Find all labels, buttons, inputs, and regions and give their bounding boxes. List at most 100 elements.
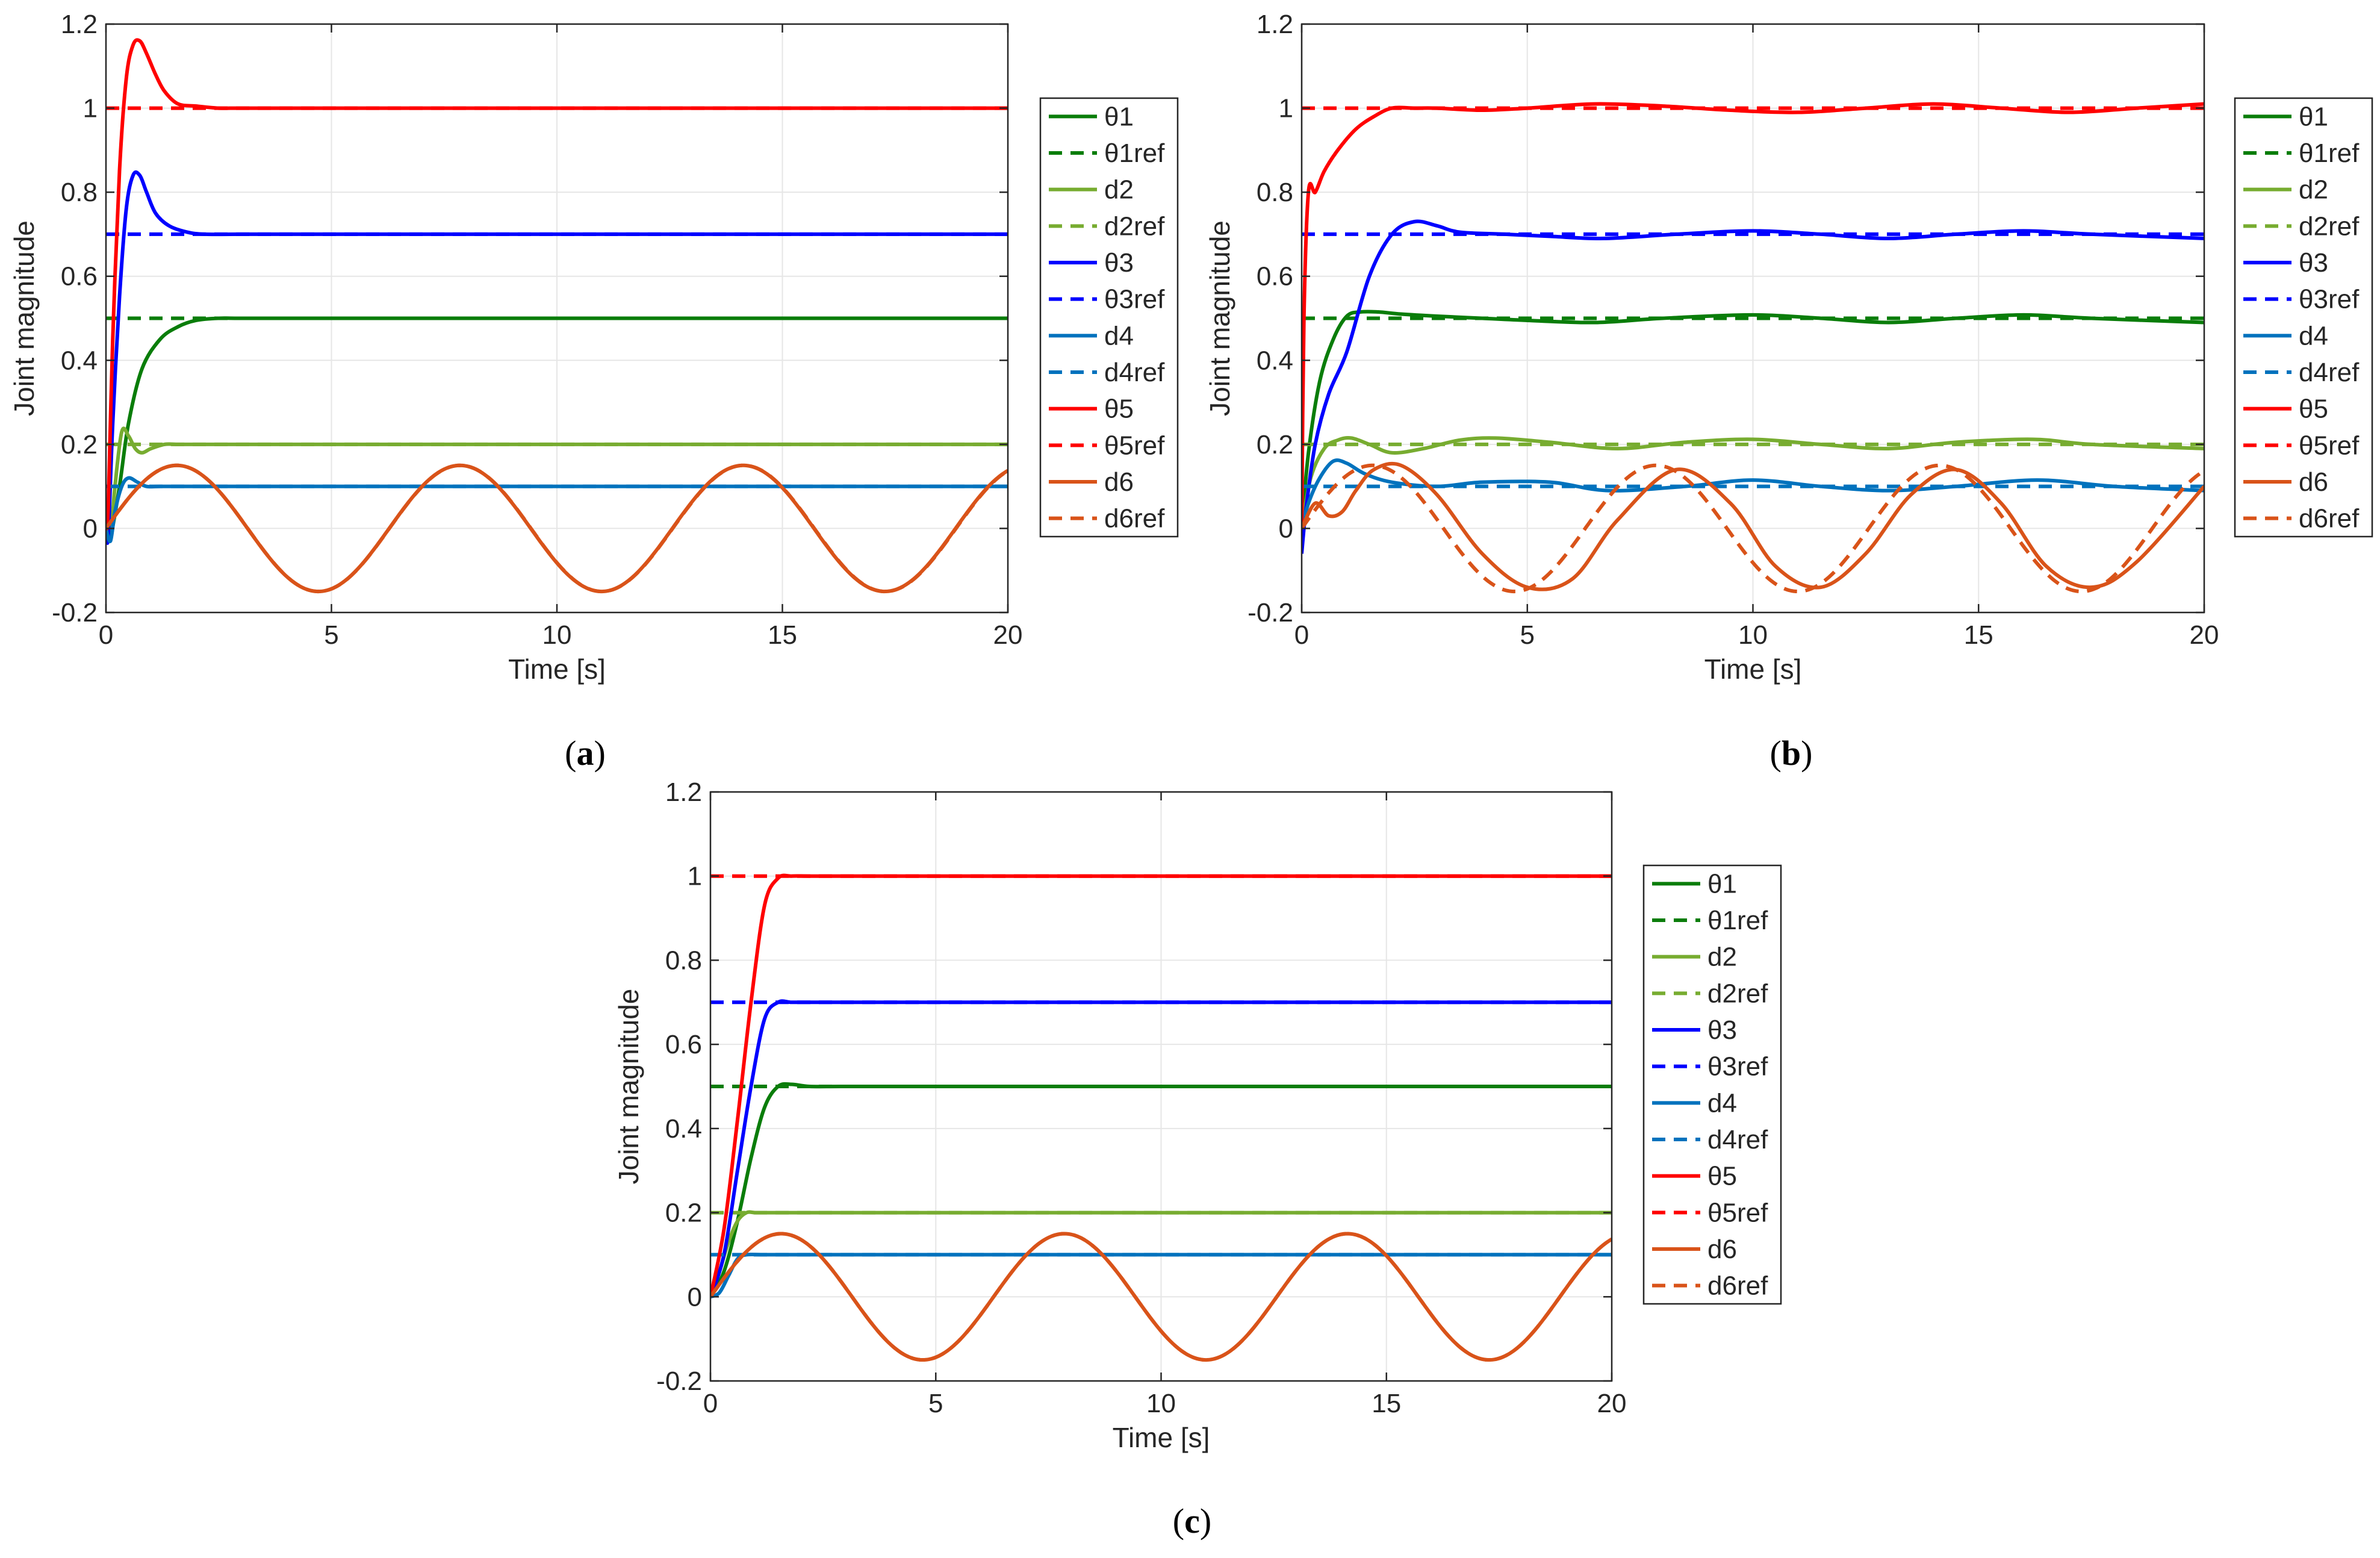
y-tick-label: 0.6 bbox=[61, 262, 98, 291]
legend-label: θ1ref bbox=[2299, 139, 2360, 168]
legend-label: d4ref bbox=[1104, 358, 1165, 387]
legend-label: θ5 bbox=[1104, 394, 1134, 424]
series-line-θ1 bbox=[1302, 310, 2204, 529]
y-tick-label: 0.2 bbox=[665, 1198, 702, 1228]
x-tick-label: 0 bbox=[703, 1389, 718, 1418]
legend-label: d4 bbox=[1707, 1088, 1737, 1118]
x-tick-label: 20 bbox=[993, 620, 1023, 650]
y-tick-label: -0.2 bbox=[52, 598, 98, 628]
y-axis-title: Joint magnitude bbox=[613, 989, 644, 1185]
legend-label: θ3ref bbox=[1104, 285, 1165, 314]
legend-label: d2 bbox=[2299, 175, 2328, 205]
y-tick-label: -0.2 bbox=[1247, 598, 1293, 628]
y-tick-label: 1.2 bbox=[665, 777, 702, 807]
x-tick-label: 10 bbox=[1738, 620, 1768, 650]
legend-label: θ5ref bbox=[1707, 1198, 1768, 1227]
y-tick-label: 1 bbox=[688, 862, 702, 891]
y-tick-label: 0 bbox=[1279, 514, 1293, 543]
y-tick-label: 1 bbox=[1279, 94, 1293, 123]
legend-label: d2ref bbox=[1104, 211, 1165, 241]
y-tick-label: 0.8 bbox=[665, 946, 702, 975]
legend-label: θ1ref bbox=[1104, 139, 1165, 168]
y-tick-label: 0.8 bbox=[1257, 178, 1293, 207]
legend-label: θ3ref bbox=[2299, 285, 2360, 314]
y-tick-label: 1 bbox=[83, 94, 98, 123]
x-tick-label: 20 bbox=[1597, 1389, 1627, 1418]
x-tick-label: 5 bbox=[324, 620, 338, 650]
legend-label: θ5ref bbox=[2299, 431, 2360, 460]
legend-label: d6ref bbox=[1104, 504, 1165, 534]
x-axis-title: Time [s] bbox=[1113, 1422, 1210, 1453]
x-tick-label: 15 bbox=[1372, 1389, 1401, 1418]
legend-label: d2ref bbox=[2299, 211, 2360, 241]
y-tick-label: 0 bbox=[688, 1282, 702, 1312]
series-line-d6 bbox=[1302, 461, 2204, 591]
series-line-d6ref bbox=[106, 463, 1008, 594]
legend-label: d2ref bbox=[1707, 979, 1768, 1008]
legend-label: d2 bbox=[1707, 943, 1737, 972]
x-tick-label: 5 bbox=[928, 1389, 943, 1418]
x-axis-title: Time [s] bbox=[1704, 653, 1802, 685]
y-tick-label: -0.2 bbox=[656, 1366, 702, 1396]
series-line-d2 bbox=[1302, 436, 2204, 529]
x-tick-label: 20 bbox=[2190, 620, 2219, 650]
series-line-d6ref bbox=[1302, 463, 2204, 594]
subfigure-caption: (b) bbox=[1770, 734, 1813, 773]
legend-label: d6 bbox=[1707, 1235, 1737, 1264]
y-tick-label: 0.4 bbox=[665, 1114, 702, 1144]
legend-label: d6 bbox=[1104, 467, 1134, 497]
legend-label: d2 bbox=[1104, 175, 1134, 205]
legend-label: θ1 bbox=[1104, 102, 1134, 131]
legend-box bbox=[1642, 864, 1782, 1305]
legend-label: θ3 bbox=[1707, 1015, 1737, 1045]
y-tick-label: 0.8 bbox=[61, 178, 98, 207]
legend-label: d4 bbox=[1104, 321, 1134, 351]
x-tick-label: 0 bbox=[99, 620, 113, 650]
y-tick-label: 0.6 bbox=[1257, 262, 1293, 291]
x-tick-label: 10 bbox=[542, 620, 572, 650]
legend-label: d4ref bbox=[1707, 1125, 1768, 1154]
y-tick-label: 0.2 bbox=[61, 430, 98, 460]
x-tick-label: 10 bbox=[1146, 1389, 1176, 1418]
legend-label: θ1 bbox=[2299, 102, 2328, 131]
legend-label: d6 bbox=[2299, 467, 2328, 497]
series-line-d2 bbox=[106, 426, 1008, 541]
x-tick-label: 0 bbox=[1294, 620, 1309, 650]
y-tick-label: 1.2 bbox=[1257, 10, 1293, 39]
legend: θ1 θ1ref d2 d2ref θ3 θ3ref d4 d4ref θ5 θ5ref d6 d6r… bbox=[1642, 864, 1782, 1305]
x-tick-label: 15 bbox=[1964, 620, 1993, 650]
x-tick-label: 5 bbox=[1520, 620, 1535, 650]
legend-label: d4 bbox=[2299, 321, 2328, 351]
legend: θ1 θ1ref d2 d2ref θ3 θ3ref d4 d4ref θ5 θ5ref d6 d6r… bbox=[2234, 97, 2373, 538]
y-tick-label: 0.4 bbox=[61, 346, 98, 375]
x-tick-label: 15 bbox=[768, 620, 797, 650]
legend-label: d4ref bbox=[2299, 358, 2360, 387]
y-tick-label: 0.4 bbox=[1257, 346, 1293, 375]
y-tick-label: 1.2 bbox=[61, 10, 98, 39]
y-tick-label: 0.6 bbox=[665, 1030, 702, 1059]
series-group bbox=[1302, 102, 2204, 594]
legend-label: θ3ref bbox=[1707, 1052, 1768, 1082]
y-axis-title: Joint magnitude bbox=[8, 220, 40, 416]
x-axis-title: Time [s] bbox=[508, 653, 606, 685]
legend-label: d6ref bbox=[1707, 1271, 1768, 1301]
legend-label: θ3 bbox=[2299, 248, 2328, 278]
series-group bbox=[106, 38, 1008, 594]
legend-label: θ1ref bbox=[1707, 906, 1768, 935]
y-axis-title: Joint magnitude bbox=[1204, 220, 1235, 416]
legend: θ1 θ1ref d2 d2ref θ3 θ3ref d4 d4ref θ5 θ5ref d6 d6r… bbox=[1039, 97, 1179, 538]
subfigure-caption: (a) bbox=[565, 734, 606, 773]
legend-label: θ1 bbox=[1707, 869, 1737, 899]
y-tick-label: 0.2 bbox=[1257, 430, 1293, 460]
subfigure-caption: (c) bbox=[1173, 1501, 1211, 1541]
legend-label: d6ref bbox=[2299, 504, 2360, 534]
legend-label: θ5 bbox=[2299, 394, 2328, 424]
legend-label: θ5ref bbox=[1104, 431, 1165, 460]
y-tick-label: 0 bbox=[83, 514, 98, 543]
series-line-θ5 bbox=[106, 38, 1008, 531]
